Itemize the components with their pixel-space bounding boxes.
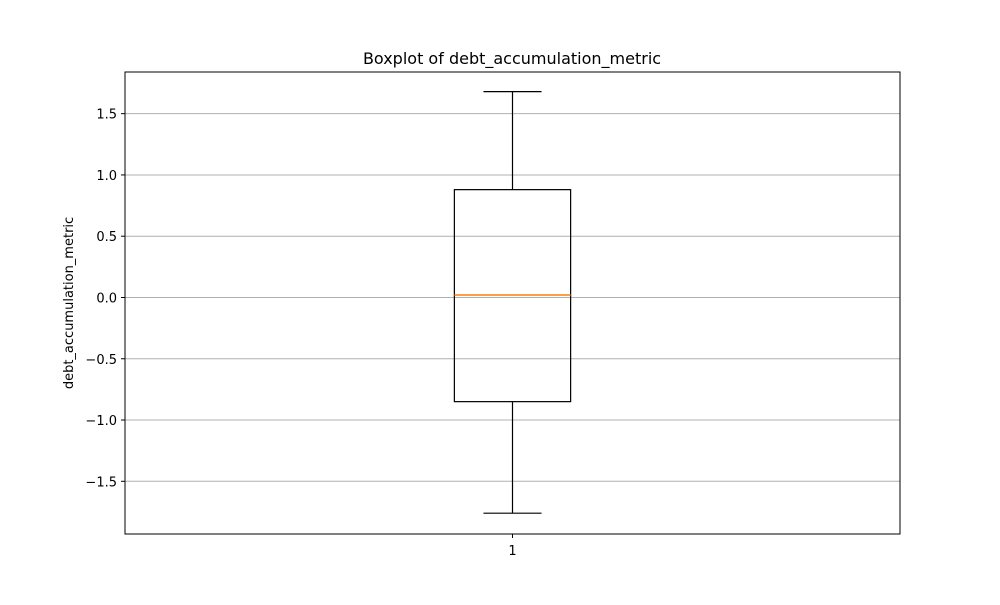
y-tick-label: −0.5 [85,353,117,368]
y-tick-label: 1.5 [96,108,117,123]
y-tick-label: 0.0 [96,291,117,306]
y-tick-label: 1.0 [96,169,117,184]
axis-ticks: −1.5 −1.0 −0.5 0.0 0.5 1.0 1.5 1 [85,108,516,559]
y-axis-label: debt_accumulation_metric [62,217,77,389]
chart-title: Boxplot of debt_accumulation_metric [363,49,661,69]
y-tick-label: −1.5 [85,475,117,490]
box-series [453,91,572,514]
y-tick-label: 0.5 [96,230,117,245]
x-tick-label: 1 [508,544,516,559]
y-tick-label: −1.0 [85,414,117,429]
